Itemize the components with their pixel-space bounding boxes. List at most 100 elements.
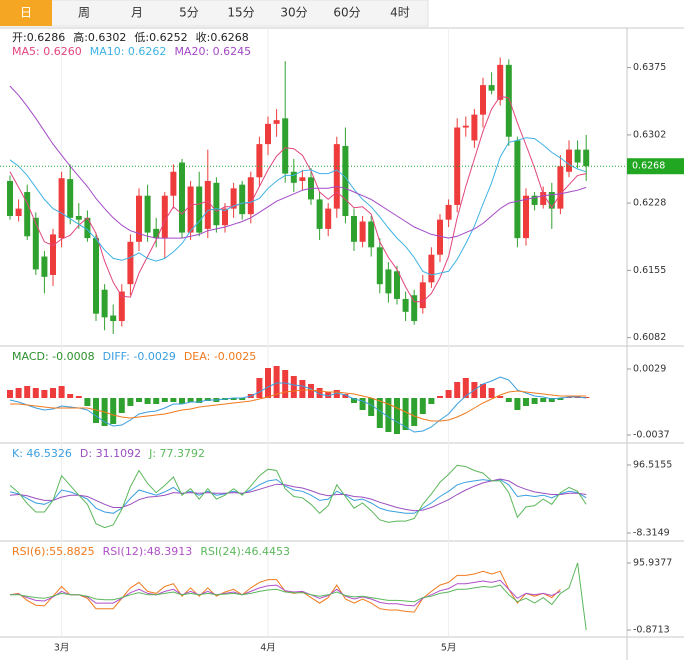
macd-bar: [368, 398, 375, 416]
tabs: 日 周 月 5分 15分 30分 60分 4时: [20, 6, 410, 20]
macd-bar: [24, 386, 31, 398]
macd-bar: [84, 398, 91, 406]
macd-bar: [32, 388, 39, 398]
candle-body: [359, 221, 366, 242]
tab[interactable]: 周: [78, 6, 90, 20]
candle-body: [333, 144, 340, 209]
y-tick-label: 0.6302: [633, 129, 666, 140]
candle-body: [540, 192, 547, 205]
candle-body: [437, 219, 443, 255]
candle-body: [480, 85, 486, 115]
candle-body: [67, 179, 74, 218]
macd-bar: [256, 378, 263, 398]
macd-bar: [454, 382, 461, 398]
candle-body: [24, 192, 31, 237]
candle-body: [75, 215, 82, 220]
candle-body: [247, 177, 254, 215]
series-line: [9, 464, 587, 529]
candle-body: [445, 204, 452, 220]
candle-body: [58, 178, 65, 239]
macd-bar: [110, 398, 117, 424]
candle-body: [118, 291, 125, 322]
macd-bar: [15, 388, 22, 398]
candle-body: [187, 186, 194, 233]
candle-body: [204, 180, 211, 229]
macd-bar: [462, 378, 469, 398]
legend-entry: MA5: 0.6260: [12, 45, 82, 58]
last-price-box: [627, 158, 684, 175]
y-tick-label: 95.9377: [633, 558, 672, 569]
macd-bar: [290, 376, 297, 398]
macd-bar: [376, 398, 383, 428]
macd-bar: [437, 396, 443, 398]
macd-bar: [41, 390, 48, 398]
macd-bar: [497, 396, 504, 398]
candle-body: [411, 295, 418, 322]
macd-bar: [230, 398, 237, 400]
candle-body: [462, 125, 469, 128]
macd-bar: [282, 370, 289, 398]
candle-body: [299, 177, 306, 181]
legend-entry: RSI(24):46.4453: [200, 545, 290, 558]
x-tick-label: 4月: [260, 643, 276, 654]
candle-body: [557, 166, 564, 209]
candle-body: [230, 188, 237, 209]
tab[interactable]: 月: [131, 6, 143, 20]
tab[interactable]: 30分: [280, 6, 307, 20]
macd-bar: [351, 398, 357, 403]
candle-body: [136, 195, 142, 242]
candle-body: [256, 144, 263, 178]
macd-bar: [557, 398, 564, 400]
candle-body: [523, 195, 529, 239]
candle-body: [290, 171, 297, 183]
y-tick-label: 0.6082: [633, 332, 666, 343]
candle-body: [161, 195, 168, 239]
candle-body: [531, 195, 538, 205]
macd-bar: [67, 394, 74, 398]
series-line: [9, 478, 587, 512]
macd-bar: [187, 398, 194, 402]
macd-bar: [75, 396, 82, 398]
candle-body: [368, 221, 375, 248]
macd-bar: [118, 398, 125, 413]
candle-body: [548, 192, 555, 209]
candle-body: [273, 120, 280, 124]
y-tick-label: -0.8713: [633, 625, 670, 636]
series-line: [10, 389, 587, 422]
candle-body: [566, 149, 572, 172]
candle-body: [50, 234, 56, 275]
candle-body: [316, 199, 323, 229]
y-tick-label: 0.6228: [633, 198, 666, 209]
legend-entry: DIFF: -0.0029: [103, 350, 176, 363]
tab-bar: [0, 0, 429, 27]
candle-body: [32, 217, 39, 270]
tab[interactable]: 5分: [179, 6, 199, 20]
macd-bar: [488, 388, 495, 398]
series-line: [9, 376, 587, 433]
tab[interactable]: 60分: [333, 6, 360, 20]
macd-bar: [342, 394, 349, 398]
tab-selected-bg: [0, 0, 52, 26]
series-line: [9, 95, 587, 303]
macd-bar: [523, 398, 529, 406]
candle-body: [153, 228, 160, 239]
series-line: [9, 579, 561, 607]
macd-bar: [308, 384, 314, 398]
candle-body: [376, 247, 383, 285]
tab[interactable]: 4时: [390, 6, 410, 20]
series-line: [9, 479, 587, 514]
macd-bar: [385, 398, 392, 432]
macd-bar: [153, 398, 160, 404]
series-line: [9, 570, 561, 613]
candle-body: [471, 114, 478, 141]
macd-bar: [179, 398, 185, 404]
candle-body: [574, 149, 581, 163]
candle-body: [351, 215, 357, 242]
macd-bar: [239, 398, 246, 400]
candle-body: [454, 127, 461, 205]
tab[interactable]: 15分: [227, 6, 254, 20]
tab[interactable]: 日: [20, 6, 32, 20]
y-tick-label: -8.3149: [633, 528, 670, 539]
candle-body: [196, 186, 203, 233]
